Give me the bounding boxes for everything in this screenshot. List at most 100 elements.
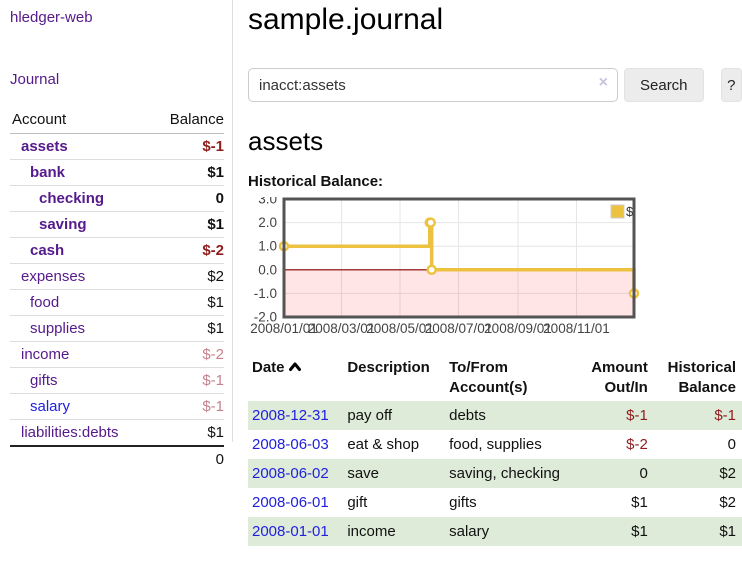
search-button[interactable]: Search bbox=[624, 68, 704, 102]
transaction-description: income bbox=[347, 523, 396, 540]
account-link[interactable]: cash bbox=[30, 242, 65, 259]
transaction-date-link[interactable]: 2008-06-01 bbox=[252, 494, 329, 511]
register-table: Date Description To/From Account(s) Amou… bbox=[248, 355, 742, 546]
page-title: sample.journal bbox=[248, 3, 444, 36]
historical-balance-chart: $3.0 2.0 1.0 0.0 -1.0 -2.0 2008/01/01 2008/03/0… bbox=[248, 197, 742, 340]
account-row: saving $1 bbox=[10, 211, 224, 238]
transaction-amount: $-2 bbox=[626, 436, 648, 453]
transaction-balance: $1 bbox=[719, 523, 736, 540]
account-balance: $1 bbox=[207, 294, 224, 311]
accounts-table: Account Balance assets $-1 bank $1 checking 0… bbox=[10, 107, 224, 472]
account-balance: $2 bbox=[207, 268, 224, 285]
account-link[interactable]: assets bbox=[21, 138, 68, 155]
account-row: checking 0 bbox=[10, 185, 224, 212]
sort-ascending-icon bbox=[288, 362, 301, 371]
account-row: cash $-2 bbox=[10, 237, 224, 264]
account-balance: $1 bbox=[207, 164, 224, 181]
account-link[interactable]: saving bbox=[39, 216, 87, 233]
register-header-accounts: To/From Account(s) bbox=[449, 359, 528, 396]
account-link[interactable]: checking bbox=[39, 190, 105, 207]
accounts-total-row: 0 bbox=[10, 446, 224, 472]
page: hledger-web Journal Account Balance asse… bbox=[0, 0, 742, 546]
register-header-date[interactable]: Date bbox=[248, 355, 343, 401]
accounts-header-account: Account bbox=[10, 107, 151, 134]
account-link[interactable]: salary bbox=[30, 398, 71, 415]
account-link[interactable]: food bbox=[30, 294, 60, 311]
transaction-balance: $2 bbox=[719, 465, 736, 482]
account-row: bank $1 bbox=[10, 159, 224, 186]
transaction-amount: $-1 bbox=[626, 407, 648, 424]
transaction-accounts: salary bbox=[449, 523, 490, 540]
svg-text:1.0: 1.0 bbox=[258, 239, 277, 254]
account-row: salary $-1 bbox=[10, 393, 224, 420]
transaction-balance: 0 bbox=[727, 436, 736, 453]
account-link[interactable]: expenses bbox=[21, 268, 86, 285]
svg-text:$: $ bbox=[626, 204, 634, 219]
transaction-description: eat & shop bbox=[347, 436, 420, 453]
transaction-description: pay off bbox=[347, 407, 393, 424]
register-header-balance: Historical Balance bbox=[667, 359, 736, 396]
account-balance: 0 bbox=[215, 190, 224, 207]
nav-journal-link[interactable]: Journal bbox=[10, 71, 60, 88]
account-link[interactable]: supplies bbox=[30, 320, 86, 337]
transaction-date-link[interactable]: 2008-06-02 bbox=[252, 465, 329, 482]
accounts-header-balance: Balance bbox=[150, 107, 224, 134]
register-header-description: Description bbox=[347, 359, 430, 376]
transaction-description: gift bbox=[347, 494, 368, 511]
transaction-amount: 0 bbox=[639, 465, 648, 482]
app-title-link[interactable]: hledger-web bbox=[10, 9, 93, 26]
help-button[interactable]: ? bbox=[720, 68, 742, 102]
account-row: assets $-1 bbox=[10, 133, 224, 160]
svg-text:2008/07/01: 2008/07/01 bbox=[425, 321, 493, 336]
transaction-accounts: debts bbox=[449, 407, 486, 424]
transaction-balance: $2 bbox=[719, 494, 736, 511]
register-row: 2008-01-01 income salary $1 $1 bbox=[248, 517, 742, 546]
transaction-accounts: food, supplies bbox=[449, 436, 542, 453]
register-header-amount: Amount Out/In bbox=[591, 359, 648, 396]
register-rows: 2008-12-31 pay off debts $-1 $-1 2008-06-03 ea… bbox=[248, 401, 742, 546]
account-row: gifts $-1 bbox=[10, 367, 224, 394]
account-link[interactable]: gifts bbox=[30, 372, 58, 389]
chart-title: Historical Balance: bbox=[248, 173, 384, 190]
search-input[interactable] bbox=[248, 68, 618, 102]
transaction-date-link[interactable]: 2008-12-31 bbox=[252, 407, 329, 424]
transaction-accounts: gifts bbox=[449, 494, 477, 511]
account-link[interactable]: bank bbox=[30, 164, 66, 181]
svg-text:-2.0: -2.0 bbox=[254, 310, 277, 325]
account-balance: $1 bbox=[207, 320, 224, 337]
account-row: supplies $1 bbox=[10, 315, 224, 342]
accounts-rows: assets $-1 bank $1 checking 0 saving $1 cash $-2 e… bbox=[10, 133, 224, 447]
account-balance: $-1 bbox=[202, 138, 224, 155]
account-row: liabilities:debts $1 bbox=[10, 419, 224, 447]
sidebar: hledger-web Journal Account Balance asse… bbox=[0, 0, 233, 468]
transaction-date-link[interactable]: 2008-06-03 bbox=[252, 436, 329, 453]
register-row: 2008-12-31 pay off debts $-1 $-1 bbox=[248, 401, 742, 430]
transaction-date-link[interactable]: 2008-01-01 bbox=[252, 523, 329, 540]
transaction-amount: $1 bbox=[631, 523, 648, 540]
svg-text:2008/01/01: 2008/01/01 bbox=[250, 321, 318, 336]
clear-search-icon[interactable]: × bbox=[598, 74, 608, 91]
account-link[interactable]: liabilities:debts bbox=[21, 424, 119, 441]
account-balance: $-1 bbox=[202, 372, 224, 389]
svg-text:2008/11/01: 2008/11/01 bbox=[543, 321, 610, 336]
svg-text:-1.0: -1.0 bbox=[254, 286, 277, 301]
account-row: income $-2 bbox=[10, 341, 224, 368]
register-row: 2008-06-02 save saving, checking 0 $2 bbox=[248, 459, 742, 488]
account-heading: assets bbox=[248, 126, 324, 156]
search-field-wrapper: × bbox=[248, 68, 618, 102]
svg-text:2008/03/01: 2008/03/01 bbox=[308, 321, 376, 336]
chart-legend: $ bbox=[610, 204, 634, 219]
account-row: food $1 bbox=[10, 289, 224, 316]
account-balance: $-1 bbox=[202, 398, 224, 415]
chart-svg: $3.0 2.0 1.0 0.0 -1.0 -2.02008/01/012008/03/0… bbox=[250, 197, 640, 336]
svg-text:2008/09/01: 2008/09/01 bbox=[484, 321, 552, 336]
account-row: expenses $2 bbox=[10, 263, 224, 290]
account-balance: $-2 bbox=[202, 242, 224, 259]
svg-text:2008/05/01: 2008/05/01 bbox=[366, 321, 434, 336]
account-link[interactable]: income bbox=[21, 346, 70, 363]
register-row: 2008-06-01 gift gifts $1 $2 bbox=[248, 488, 742, 517]
account-balance: $-2 bbox=[202, 346, 224, 363]
transaction-balance: $-1 bbox=[714, 407, 736, 424]
transaction-description: save bbox=[347, 465, 379, 482]
account-balance: $1 bbox=[207, 424, 224, 441]
